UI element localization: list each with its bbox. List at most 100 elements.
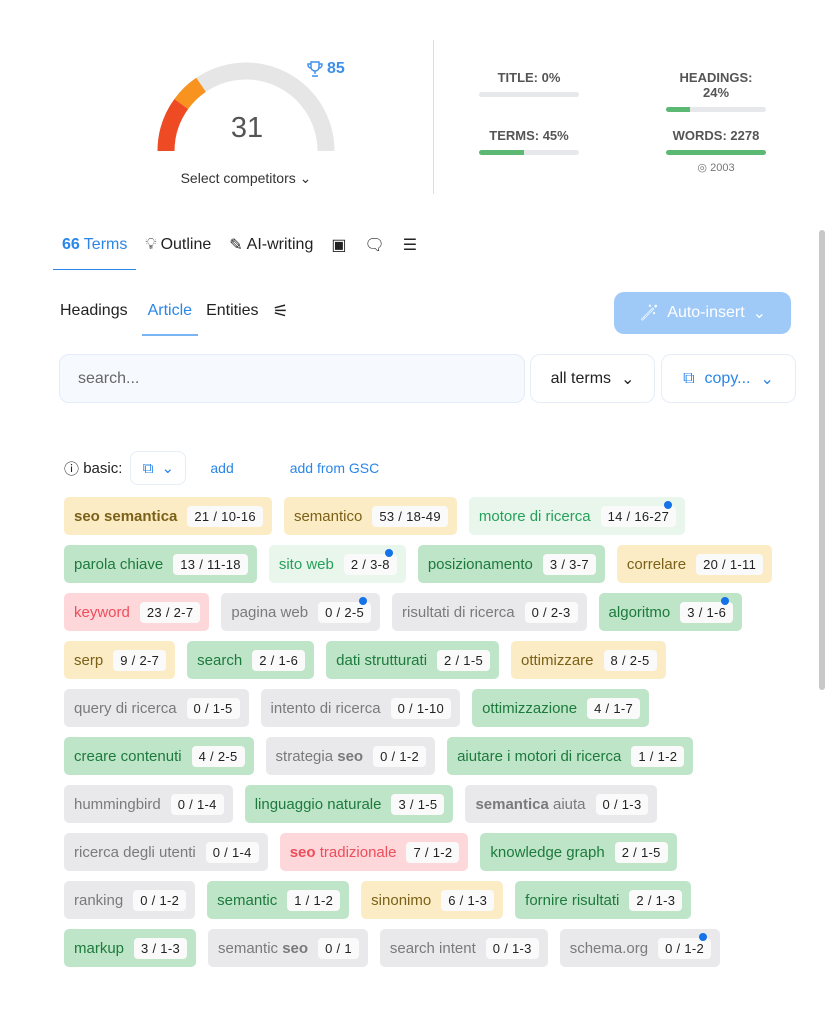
- term-tag[interactable]: ricerca degli utenti 0 / 1-4: [64, 833, 268, 871]
- term-label: creare contenuti: [74, 748, 182, 765]
- term-tag[interactable]: knowledge graph 2 / 1-5: [480, 833, 677, 871]
- term-count: 23 / 2-7: [139, 601, 201, 623]
- term-label: semantico: [294, 508, 362, 525]
- term-text: correlare: [626, 555, 687, 573]
- auto-insert-button[interactable]: 🪄︎ Auto-insert ⌄: [614, 292, 791, 334]
- term-text: tradizionale: [315, 843, 397, 861]
- term-tag[interactable]: query di ricerca 0 / 1-5: [64, 689, 249, 727]
- term-count: 0 / 1-5: [186, 697, 240, 719]
- term-tag[interactable]: seo semantica 21 / 10-16: [64, 497, 272, 535]
- headings-progress-fill: [666, 107, 690, 112]
- term-tag[interactable]: ottimizzare 8 / 2-5: [511, 641, 666, 679]
- term-tag[interactable]: pagina web 0 / 2-5: [221, 593, 381, 631]
- term-tag[interactable]: search intent 0 / 1-3: [379, 929, 548, 967]
- term-text: markup: [74, 939, 125, 957]
- tab-outline[interactable]: 💡︎ Outline: [145, 236, 212, 253]
- subtab-article[interactable]: Article: [141, 298, 199, 336]
- term-tag[interactable]: dati strutturati 2 / 1-5: [326, 641, 499, 679]
- chevron-down-icon: ⌄: [621, 370, 635, 388]
- term-count: 7 / 1-2: [406, 841, 460, 863]
- term-count: 4 / 2-5: [191, 745, 245, 767]
- metric-title: TITLE: 0%: [479, 70, 579, 97]
- term-text: aiuta: [548, 795, 586, 813]
- target-icon: ◎: [697, 162, 708, 174]
- term-tag[interactable]: strategia seo 0 / 1-2: [265, 737, 436, 775]
- term-label: semantic seo: [218, 940, 308, 957]
- term-tag[interactable]: posizionamento 3 / 3-7: [417, 545, 605, 583]
- term-tag[interactable]: serp 9 / 2-7: [64, 641, 176, 679]
- term-tag[interactable]: creare contenuti 4 / 2-5: [64, 737, 254, 775]
- term-label: motore di ricerca: [479, 508, 591, 525]
- chevron-down-icon: ⌄: [752, 305, 767, 322]
- tab-images[interactable]: ▣: [322, 226, 355, 264]
- term-text: ranking: [74, 891, 124, 909]
- term-label: semantica aiuta: [475, 796, 585, 813]
- term-count: 2 / 1-5: [614, 841, 668, 863]
- term-tag[interactable]: parola chiave 13 / 11-18: [64, 545, 257, 583]
- term-count: 9 / 2-7: [113, 649, 167, 671]
- chevron-down-icon: ⌄: [299, 170, 312, 186]
- add-term-link[interactable]: add: [210, 460, 234, 476]
- terms-filter-select[interactable]: all terms ⌄: [530, 354, 655, 403]
- term-tag[interactable]: intento di ricerca 0 / 1-10: [260, 689, 461, 727]
- term-tag[interactable]: aiutare i motori di ricerca 1 / 1-2: [447, 737, 694, 775]
- copy-terms-button[interactable]: ⧉ ⌄: [130, 451, 187, 485]
- tab-chat[interactable]: 🗨︎: [355, 226, 393, 264]
- tab-list[interactable]: ☰: [394, 226, 426, 264]
- term-tag[interactable]: seo tradizionale 7 / 1-2: [279, 833, 469, 871]
- term-tag[interactable]: search 2 / 1-6: [187, 641, 315, 679]
- term-count: 0 / 1-3: [595, 793, 649, 815]
- term-label: markup: [74, 940, 124, 957]
- term-tag[interactable]: sito web 2 / 3-8: [268, 545, 406, 583]
- tab-terms[interactable]: 66 Terms: [53, 226, 137, 270]
- term-tag[interactable]: hummingbird 0 / 1-4: [64, 785, 233, 823]
- term-tag[interactable]: semantic 1 / 1-2: [207, 881, 350, 919]
- subtab-entities[interactable]: Entities: [206, 302, 259, 319]
- term-count: 0 / 1-10: [390, 697, 452, 719]
- subtab-headings[interactable]: Headings: [60, 302, 128, 319]
- term-label: query di ricerca: [74, 700, 177, 717]
- term-tag[interactable]: risultati di ricerca 0 / 2-3: [392, 593, 587, 631]
- term-tag[interactable]: sinonimo 6 / 1-3: [361, 881, 504, 919]
- term-text: aiutare i motori di ricerca: [457, 747, 622, 765]
- term-text: semantic: [218, 939, 283, 957]
- content-score: 31: [230, 112, 264, 144]
- term-tag[interactable]: motore di ricerca 14 / 16-27: [468, 497, 686, 535]
- chevron-down-icon: ⌄: [760, 370, 774, 388]
- term-label: keyword: [74, 604, 130, 621]
- term-tag[interactable]: semantico 53 / 18-49: [283, 497, 457, 535]
- term-tag[interactable]: fornire risultati 2 / 1-3: [515, 881, 692, 919]
- settings-sliders-icon[interactable]: ⚟: [272, 301, 289, 321]
- terms-list: seo semantica 21 / 10-16 semantico 53 / 18-…: [64, 497, 794, 967]
- term-tag[interactable]: ottimizzazione 4 / 1-7: [472, 689, 650, 727]
- term-tag[interactable]: algoritmo 3 / 1-6: [598, 593, 743, 631]
- tab-ai-writing[interactable]: ✎ AI-writing: [229, 236, 314, 254]
- info-icon[interactable]: ⓘ: [64, 460, 80, 478]
- term-text: hummingbird: [74, 795, 161, 813]
- term-text: knowledge graph: [490, 843, 605, 861]
- add-from-gsc-link[interactable]: add from GSC: [289, 460, 380, 476]
- copy-dropdown[interactable]: ⧉ copy... ⌄: [661, 354, 796, 403]
- metric-terms: TERMS: 45%: [479, 128, 579, 155]
- term-count: 6 / 1-3: [441, 889, 495, 911]
- term-count: 13 / 11-18: [173, 553, 248, 575]
- term-text: strategia: [275, 747, 338, 765]
- term-tag[interactable]: schema.org 0 / 1-2: [559, 929, 721, 967]
- term-tag[interactable]: ranking 0 / 1-2: [64, 881, 196, 919]
- term-count: 0 / 1-3: [485, 937, 539, 959]
- term-tag[interactable]: keyword 23 / 2-7: [64, 593, 210, 631]
- term-text: posizionamento: [427, 555, 533, 573]
- term-label: knowledge graph: [490, 844, 604, 861]
- term-tag[interactable]: linguaggio naturale 3 / 1-5: [244, 785, 454, 823]
- term-count: 3 / 3-7: [542, 553, 596, 575]
- term-tag[interactable]: semantica aiuta 0 / 1-3: [465, 785, 658, 823]
- search-input[interactable]: search...: [59, 354, 525, 403]
- term-text: motore di ricerca: [478, 507, 591, 525]
- scrollbar[interactable]: [819, 230, 825, 690]
- term-tag[interactable]: semantic seo 0 / 1: [208, 929, 368, 967]
- select-competitors-dropdown[interactable]: Select competitors ⌄: [180, 170, 312, 186]
- term-tag[interactable]: markup 3 / 1-3: [64, 929, 196, 967]
- term-tag[interactable]: correlare 20 / 1-11: [616, 545, 773, 583]
- term-count: 2 / 1-3: [629, 889, 683, 911]
- words-target: ◎ 2003: [697, 162, 735, 174]
